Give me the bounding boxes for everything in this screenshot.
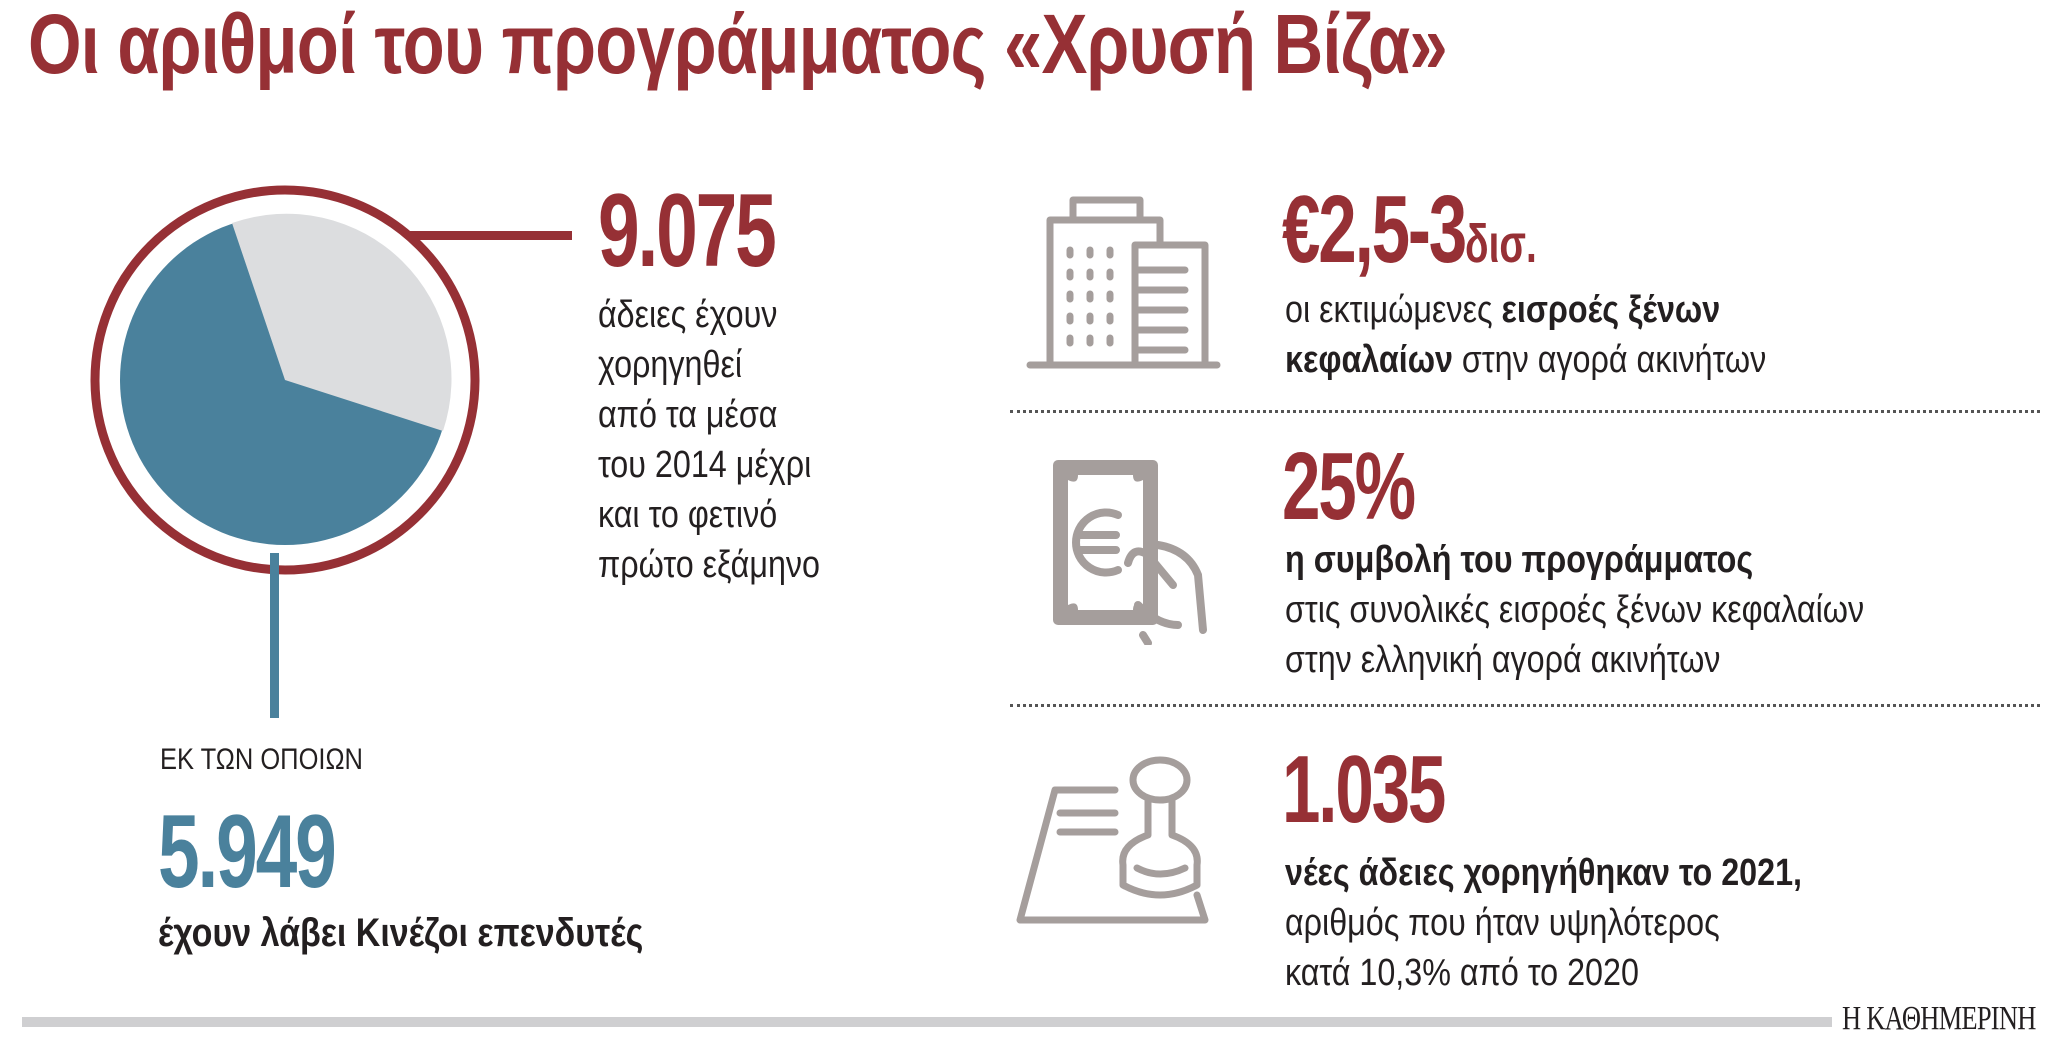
stamp-document-icon bbox=[1016, 756, 1209, 924]
new-permits-value: 1.035 bbox=[1282, 736, 1446, 843]
caption-line: του 2014 μέχρι bbox=[598, 444, 812, 486]
total-permits-caption: άδειες έχουν χορηγηθεί από τα μέσα του 2… bbox=[598, 290, 820, 590]
pie-outer-ring bbox=[90, 185, 480, 575]
pie-chart-svg bbox=[90, 185, 480, 575]
contribution-caption: η συμβολή του προγράμματος στις συνολικέ… bbox=[1285, 539, 1865, 681]
inflows-amount: €2,5-3 bbox=[1282, 176, 1467, 283]
buildings-icon bbox=[1026, 196, 1221, 369]
caption-line: άδειες έχουν bbox=[598, 294, 778, 336]
divider bbox=[1010, 704, 2040, 707]
inflows-unit: δισ. bbox=[1465, 214, 1537, 274]
pie-chart bbox=[80, 180, 500, 600]
caption-line: από τα μέσα bbox=[598, 394, 778, 436]
brand-logo: Η ΚΑΘΗΜΕΡΙΝΗ bbox=[1842, 1000, 2036, 1037]
caption-line: χορηγηθεί bbox=[598, 344, 743, 386]
inflows-value: €2,5-3δισ. bbox=[1282, 175, 1537, 285]
pie-slice-other bbox=[232, 213, 452, 431]
total-permits-value: 9.075 bbox=[598, 173, 777, 289]
contribution-value: 25% bbox=[1282, 433, 1416, 540]
chinese-permits-caption: έχουν λάβει Κινέζοι επενδυτές bbox=[158, 911, 644, 955]
new-permits-caption: νέες άδειες χορηγήθηκαν το 2021, αριθμός… bbox=[1285, 852, 1803, 994]
euro-banknote-hand-icon bbox=[1053, 460, 1207, 645]
caption-line: πρώτο εξάμηνο bbox=[598, 544, 821, 586]
infographic-title: Οι αριθμοί του προγράμματος «Χρυσή Βίζα» bbox=[28, 0, 1448, 91]
connector-line-total bbox=[410, 231, 572, 240]
chinese-permits-value: 5.949 bbox=[158, 794, 337, 910]
caption-line: και το φετινό bbox=[598, 494, 778, 536]
connector-line-chinese bbox=[270, 553, 279, 718]
of-which-label: ΕΚ ΤΩΝ ΟΠΟΙΩΝ bbox=[160, 743, 363, 776]
footer-bar bbox=[22, 1017, 1832, 1027]
inflows-caption: οι εκτιμώμενες εισροές ξένων κεφαλαίων σ… bbox=[1285, 289, 1767, 381]
divider bbox=[1010, 410, 2040, 413]
